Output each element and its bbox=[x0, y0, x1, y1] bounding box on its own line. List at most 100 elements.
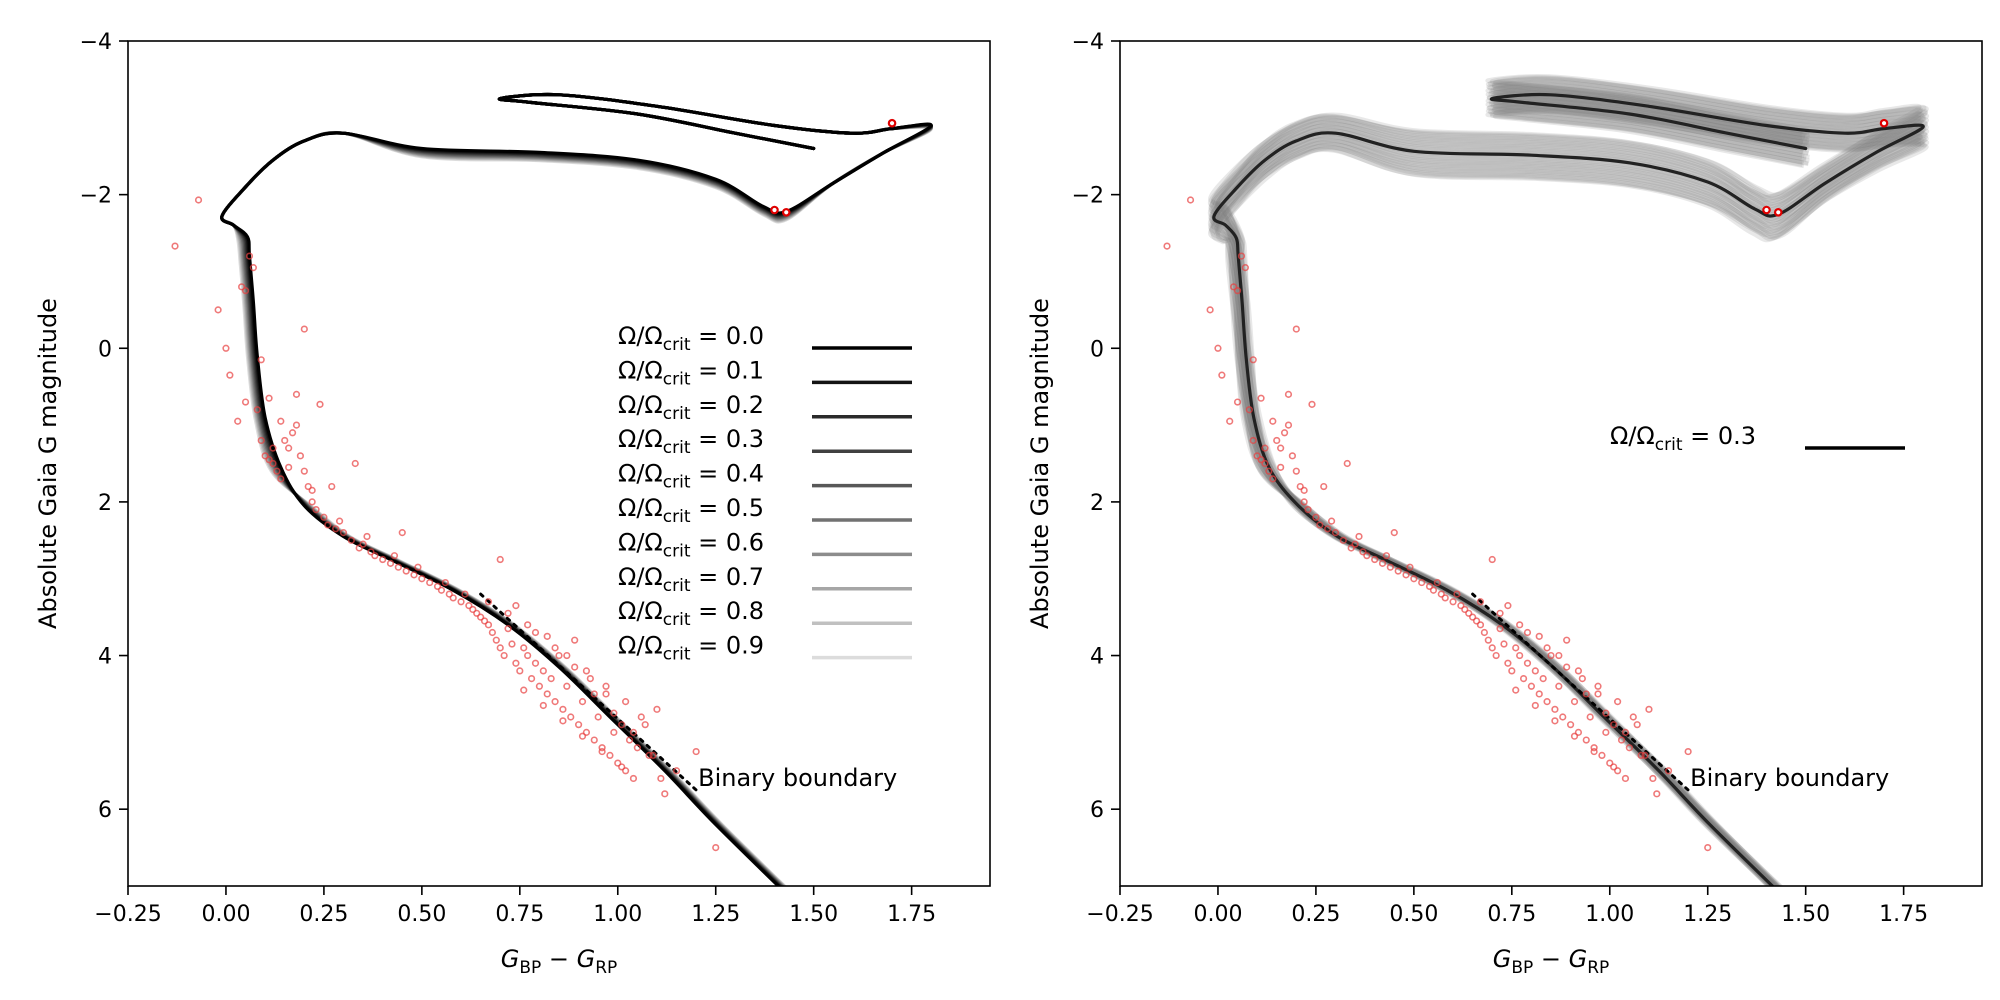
axes-ticks: −0.25 0.00 0.25 0.50 0.75 1.00 1.25 1.50 1.75 −4 −… bbox=[80, 30, 937, 927]
star-point bbox=[625, 736, 634, 744]
legend-label: Ω/Ωcrit = 0.6 bbox=[618, 528, 764, 561]
star-point bbox=[308, 486, 316, 494]
star-point bbox=[367, 548, 375, 556]
star-point bbox=[320, 513, 328, 521]
star-point bbox=[1359, 548, 1367, 556]
star-point bbox=[520, 686, 528, 694]
star-point bbox=[1488, 644, 1496, 652]
star-point bbox=[712, 843, 720, 852]
star-point bbox=[622, 767, 630, 775]
star-point bbox=[335, 517, 344, 525]
legend-label-main: Ω/Ω bbox=[618, 563, 663, 591]
legend-label: Ω/Ωcrit = 0.3 bbox=[618, 425, 764, 458]
star-point bbox=[281, 436, 289, 445]
isochrone-line-0 bbox=[220, 92, 933, 886]
star-point bbox=[531, 628, 540, 637]
star-point bbox=[1563, 636, 1571, 644]
star-point bbox=[1570, 732, 1579, 740]
star-point bbox=[1480, 628, 1488, 637]
x-axis-label-part: − bbox=[541, 945, 576, 973]
isochrone-line-0-3 bbox=[1212, 92, 1925, 886]
star-point bbox=[1684, 747, 1692, 756]
star-point bbox=[1602, 709, 1610, 717]
star-point bbox=[308, 498, 316, 506]
legend-label: Ω/Ωcrit = 0.4 bbox=[618, 460, 764, 493]
star-point bbox=[661, 790, 669, 798]
star-point bbox=[222, 344, 230, 352]
star-point bbox=[1539, 674, 1547, 683]
star-point bbox=[1206, 306, 1214, 314]
legend-label-value: = 0.1 bbox=[691, 356, 765, 384]
legend-label-sub: crit bbox=[663, 335, 691, 355]
y-tick-label: −2 bbox=[80, 184, 112, 209]
star-point bbox=[1230, 283, 1238, 291]
star-point bbox=[1559, 713, 1567, 721]
star-point bbox=[610, 728, 618, 736]
star-point bbox=[1214, 344, 1222, 352]
star-point bbox=[261, 452, 269, 460]
star-point bbox=[241, 398, 250, 406]
star-point bbox=[1261, 459, 1269, 468]
star-point bbox=[285, 463, 293, 471]
star-point bbox=[571, 663, 579, 671]
y-axis-label: Absolute Gaia G magnitude bbox=[34, 298, 62, 629]
star-point bbox=[328, 482, 336, 491]
star-point bbox=[347, 536, 355, 544]
star-point bbox=[1253, 452, 1261, 460]
star-point bbox=[1363, 552, 1371, 560]
star-point bbox=[1586, 713, 1594, 721]
star-point bbox=[504, 609, 512, 617]
star-point bbox=[637, 713, 645, 721]
binary-boundary-line bbox=[479, 592, 698, 792]
y-tick-label: 6 bbox=[1090, 798, 1104, 823]
legend-label-sub: crit bbox=[663, 404, 691, 424]
star-point bbox=[567, 713, 575, 721]
star-point bbox=[194, 196, 203, 204]
legend-label-main: Ω/Ω bbox=[618, 425, 663, 453]
star-point bbox=[300, 325, 308, 333]
star-point bbox=[1523, 628, 1532, 637]
star-point bbox=[1324, 525, 1332, 533]
star-point bbox=[594, 713, 602, 721]
legend-label-sub: crit bbox=[663, 541, 691, 561]
axes-frame bbox=[127, 40, 991, 887]
star-point bbox=[1425, 582, 1434, 591]
y-tick-label: −2 bbox=[1072, 184, 1104, 209]
y-tick-label: 2 bbox=[1090, 491, 1104, 516]
star-point bbox=[1300, 486, 1308, 494]
star-point bbox=[602, 682, 610, 690]
star-point bbox=[1418, 578, 1426, 587]
star-point bbox=[234, 417, 242, 425]
star-point bbox=[1386, 563, 1394, 571]
star-point bbox=[1347, 544, 1355, 552]
star-point bbox=[390, 552, 399, 560]
star-point bbox=[1488, 555, 1496, 564]
star-point bbox=[1457, 602, 1465, 610]
star-point bbox=[1555, 651, 1563, 660]
legend-label-main: Ω/Ω bbox=[618, 597, 663, 625]
star-point bbox=[351, 459, 359, 468]
star-point bbox=[1508, 667, 1516, 675]
star-point bbox=[543, 632, 551, 640]
star-point bbox=[559, 717, 567, 725]
star-point bbox=[316, 400, 324, 408]
x-tick-label: 1.50 bbox=[1781, 902, 1830, 927]
star-point bbox=[1625, 744, 1633, 752]
legend-label: Ω/Ωcrit = 0.1 bbox=[618, 356, 764, 389]
star-point bbox=[1277, 463, 1285, 471]
x-axis-label-part: G bbox=[577, 945, 596, 973]
x-axis-label-part: RP bbox=[595, 958, 617, 978]
band-track bbox=[1215, 106, 1930, 886]
star-point bbox=[441, 578, 449, 587]
star-point bbox=[1378, 559, 1387, 567]
star-point bbox=[285, 444, 293, 452]
star-point bbox=[1245, 406, 1253, 414]
star-point bbox=[1606, 759, 1614, 767]
legend-label-main: Ω/Ω bbox=[618, 528, 663, 556]
star-point bbox=[1492, 651, 1500, 660]
x-axis-label: GBP − GRP bbox=[501, 945, 618, 978]
star-point bbox=[1570, 698, 1579, 706]
star-point bbox=[410, 571, 418, 579]
left-panel: −0.25 0.00 0.25 0.50 0.75 1.00 1.25 1.50 1.75−4−… bbox=[34, 30, 991, 978]
star-point bbox=[1300, 498, 1308, 506]
